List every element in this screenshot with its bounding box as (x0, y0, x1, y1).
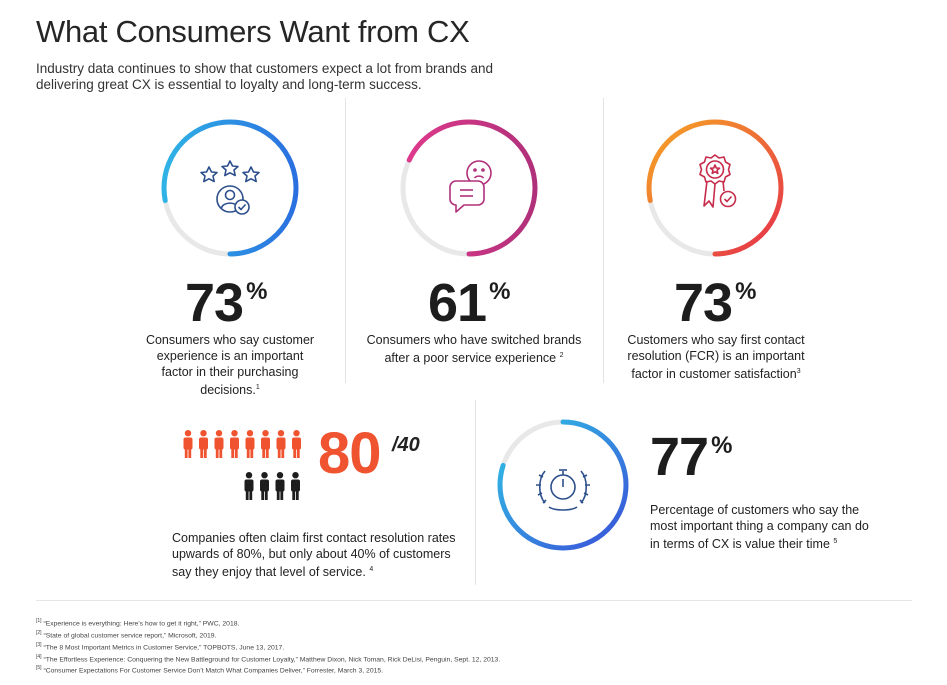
rating-customer-icon (200, 160, 260, 215)
fcr-actual-value: /40 (392, 434, 420, 456)
stat-1-description: Consumers who say customer experience is… (145, 333, 315, 398)
time-value: 77% (650, 427, 732, 487)
unhappy-chat-icon (449, 160, 492, 213)
person-icon (275, 472, 285, 500)
stat-2-value: 61% (428, 273, 510, 333)
person-icon (276, 430, 286, 458)
time-description: Percentage of customers who say the most… (650, 503, 869, 552)
footnote-2: [2] “State of global customer service re… (36, 629, 217, 640)
footnote-divider (36, 600, 912, 601)
fcr-description: Companies often claim first contact reso… (172, 531, 456, 580)
stat-3-ring (646, 119, 784, 257)
person-icon (292, 430, 301, 458)
stat-1-ring (161, 119, 299, 257)
person-icon (199, 430, 208, 458)
divider-1 (345, 98, 346, 383)
footnotes: [1] “Experience is everything: Here’s ho… (36, 617, 500, 676)
footnote-4: [4] “The Effortless Experience: Conqueri… (36, 653, 501, 663)
person-icon (291, 472, 300, 500)
person-icon (261, 430, 270, 458)
page-title: What Consumers Want from CX (36, 14, 470, 49)
stat-3-description: Customers who say first contact resoluti… (627, 333, 805, 382)
stopwatch-laurel-icon (536, 469, 590, 511)
person-icon (245, 430, 255, 458)
footnote-3: [3] “The 8 Most Important Metrics in Cus… (36, 641, 285, 651)
divider-2 (603, 98, 604, 383)
stat-2-ring (400, 119, 538, 257)
footnote-1: [1] “Experience is everything: Here’s ho… (36, 618, 240, 628)
stat-3-value: 73% (674, 273, 756, 333)
stat-1-value: 73% (185, 273, 267, 333)
people-icons (183, 430, 301, 500)
person-icon (230, 430, 239, 458)
award-ribbon-icon (699, 154, 737, 208)
fcr-claim-value: 80 (318, 421, 382, 486)
person-icon (214, 430, 224, 458)
footnote-5: [5] “Consumer Expectations For Customer … (36, 665, 384, 675)
person-icon (260, 472, 269, 500)
person-icon (244, 472, 254, 500)
time-ring (497, 419, 629, 551)
page-subtitle: Industry data continues to show that cus… (36, 61, 493, 92)
divider-3 (475, 400, 476, 585)
person-icon (183, 430, 193, 458)
stat-2-description: Consumers who have switched brands after… (366, 333, 582, 366)
